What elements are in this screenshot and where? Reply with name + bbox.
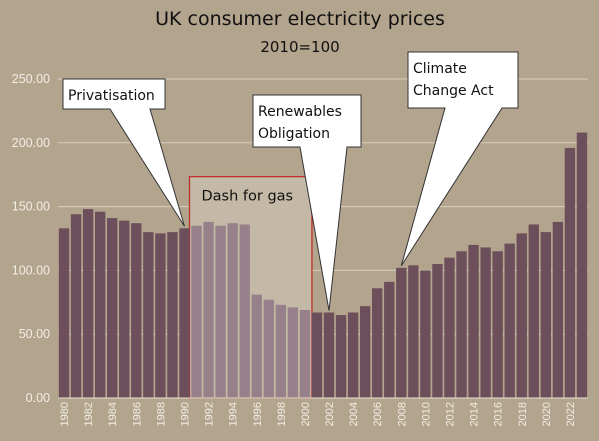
x-tick-label: 2004	[348, 402, 360, 426]
x-tick-label: 2000	[300, 402, 312, 426]
x-axis-ticks: 1980 1982 1984 1986 1988 1990 1992 1994 1996 1998…	[59, 402, 577, 426]
callouts: Privatisation Renewables Obligation Climate…	[62, 51, 519, 311]
callout-label-climate: Climate Change Act	[413, 61, 494, 99]
bar-2021	[552, 221, 564, 398]
bar-1995	[239, 224, 250, 398]
x-tick-label: 1992	[204, 402, 216, 426]
x-tick-label: 1988	[155, 402, 167, 426]
bar-1998	[275, 304, 287, 398]
chart-subtitle: 2010=100	[260, 38, 339, 56]
x-tick-label: 1998	[276, 402, 288, 426]
bar-1999	[287, 307, 299, 398]
bar-2003	[335, 315, 347, 398]
callout-renewables	[252, 94, 362, 311]
bars	[58, 132, 588, 399]
x-tick-label: 1980	[59, 402, 71, 426]
chart-title: UK consumer electricity prices	[155, 8, 445, 30]
bar-2013	[456, 251, 467, 398]
bar-2017	[504, 243, 515, 398]
bar-1991	[191, 225, 202, 398]
x-tick-label: 2010	[420, 402, 432, 426]
bar-2008	[396, 267, 407, 398]
y-tick-label: 200.00	[12, 136, 50, 150]
bar-2004	[347, 312, 359, 398]
x-tick-label: 2020	[541, 402, 553, 426]
bar-2007	[384, 281, 395, 398]
x-tick-label: 2014	[469, 402, 481, 426]
y-tick-label: 50.00	[19, 327, 50, 341]
bar-1997	[263, 299, 274, 398]
bar-1982	[82, 209, 94, 398]
bar-2001	[311, 312, 323, 398]
bar-1980	[58, 228, 70, 398]
bar-1987	[143, 232, 154, 398]
x-tick-label: 2018	[517, 402, 529, 426]
bar-2011	[432, 264, 443, 398]
bar-1992	[203, 221, 214, 398]
x-tick-label: 1986	[131, 402, 143, 426]
bar-2002	[323, 312, 335, 398]
x-tick-label: 2006	[372, 402, 384, 426]
x-tick-label: 2008	[396, 402, 408, 426]
x-tick-label: 2016	[493, 402, 505, 426]
y-tick-label: 0.00	[26, 391, 50, 405]
x-tick-label: 2012	[444, 402, 456, 426]
x-tick-label: 1994	[228, 402, 240, 426]
y-axis-ticks: 0.00 50.00 100.00 150.00 200.00 250.00	[12, 72, 50, 405]
bar-2012	[444, 257, 455, 398]
callout-label-privatisation: Privatisation	[68, 88, 155, 104]
bar-1986	[131, 223, 142, 398]
bar-1989	[167, 232, 178, 398]
x-tick-label: 1996	[252, 402, 264, 426]
bar-1994	[227, 223, 238, 398]
callout-climate	[400, 51, 519, 267]
bar-2020	[540, 232, 552, 398]
bar-2015	[480, 247, 491, 398]
bar-1996	[251, 294, 262, 398]
bar-2023	[576, 132, 588, 399]
x-tick-label: 1984	[107, 402, 119, 426]
bar-1981	[70, 214, 82, 398]
bar-2019	[528, 224, 539, 398]
callout-privatisation	[62, 78, 185, 227]
bar-1985	[119, 220, 130, 398]
y-tick-label: 150.00	[12, 200, 50, 214]
bar-2014	[468, 244, 479, 398]
y-tick-label: 250.00	[12, 72, 50, 86]
x-tick-label: 2002	[324, 402, 336, 426]
bar-2000	[299, 309, 311, 398]
y-tick-label: 100.00	[12, 263, 50, 277]
bar-2010	[420, 270, 431, 398]
bar-2022	[564, 147, 576, 398]
bar-2006	[372, 288, 383, 398]
bar-1988	[155, 233, 166, 398]
bar-2005	[359, 306, 371, 398]
bar-1983	[94, 211, 106, 398]
bar-2018	[516, 233, 527, 398]
bar-1993	[215, 225, 226, 398]
bar-2009	[408, 265, 419, 398]
dash-for-gas-label: Dash for gas	[202, 189, 294, 205]
x-tick-label: 1990	[179, 402, 191, 426]
callout-label-renewables: Renewables Obligation	[258, 104, 342, 142]
bar-1984	[107, 218, 118, 398]
bar-1990	[179, 228, 190, 398]
bar-2016	[492, 251, 503, 398]
x-tick-label: 2022	[565, 402, 577, 426]
x-tick-label: 1982	[83, 402, 95, 426]
